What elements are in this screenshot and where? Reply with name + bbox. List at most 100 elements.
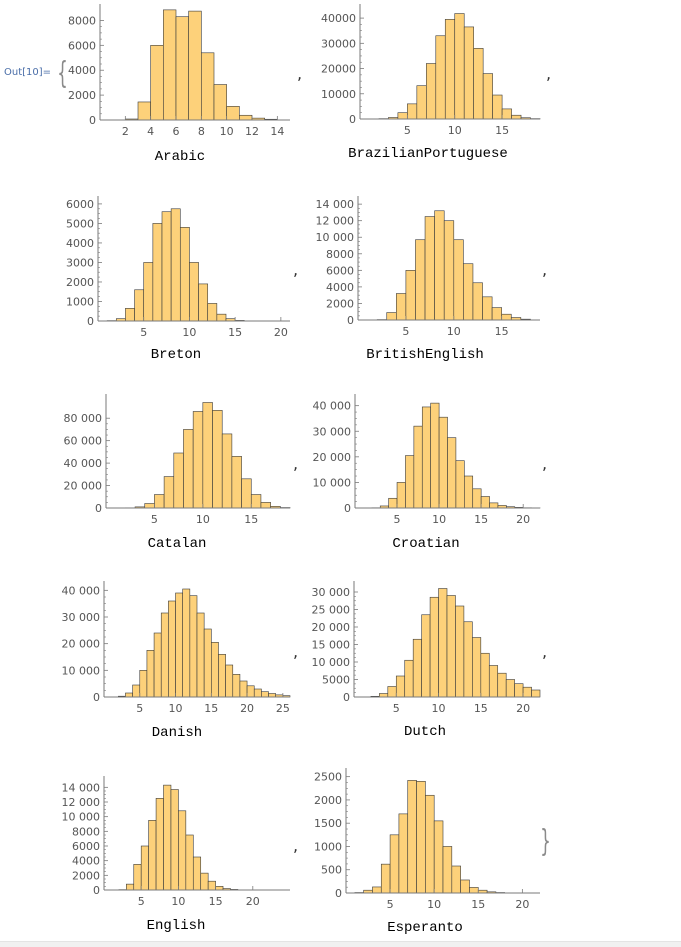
histogram-bar <box>254 689 261 697</box>
histogram-bar <box>164 477 174 508</box>
y-tick-label: 60 000 <box>64 435 103 448</box>
x-tick-label: 10 <box>196 513 210 526</box>
y-tick-label: 5000 <box>66 217 94 230</box>
y-tick-label: 0 <box>347 314 354 327</box>
y-tick-label: 12 000 <box>316 215 355 228</box>
histogram-bar <box>469 887 478 893</box>
histogram-bar <box>242 479 252 508</box>
x-tick-label: 10 <box>171 895 185 908</box>
x-tick-label: 10 <box>427 898 441 911</box>
histogram-bar <box>203 402 213 508</box>
histogram-bar <box>390 835 399 893</box>
histogram-bar <box>425 795 434 893</box>
histogram-bar <box>405 456 413 508</box>
histogram-bar <box>164 785 171 890</box>
y-tick-label: 14 000 <box>316 198 355 211</box>
x-tick-label: 5 <box>140 326 147 339</box>
x-tick-label: 20 <box>516 513 530 526</box>
histogram-bar <box>439 589 447 698</box>
x-tick-label: 14 <box>270 125 284 138</box>
histogram-bar <box>396 676 404 697</box>
y-tick-label: 8000 <box>68 14 96 27</box>
y-tick-label: 20 000 <box>64 480 103 493</box>
histogram-bar <box>396 294 406 320</box>
histogram-bar <box>473 489 481 508</box>
y-tick-label: 0 <box>349 113 356 126</box>
y-tick-label: 500 <box>321 864 342 877</box>
y-tick-label: 20 000 <box>312 621 351 634</box>
histogram-bar <box>388 687 396 698</box>
histogram-bar <box>154 495 164 508</box>
histogram-bar <box>430 597 438 697</box>
histogram-bar <box>216 886 223 890</box>
y-tick-label: 2000 <box>68 89 96 102</box>
histogram-bar <box>217 314 226 321</box>
y-tick-label: 10 000 <box>316 231 355 244</box>
notebook-bottom-strip <box>0 941 681 947</box>
x-tick-label: 15 <box>474 513 488 526</box>
y-tick-label: 40000 <box>321 12 356 25</box>
y-tick-label: 30 000 <box>313 425 352 438</box>
histogram-bar <box>168 601 175 697</box>
y-tick-label: 10 000 <box>313 476 352 489</box>
histogram-bar <box>211 642 218 697</box>
histogram-bar <box>444 221 454 320</box>
histogram-bar <box>426 64 435 120</box>
x-tick-label: 15 <box>228 326 242 339</box>
histogram-bar <box>247 686 254 697</box>
histogram-bar <box>398 113 407 119</box>
x-tick-label: 15 <box>495 325 509 338</box>
y-tick-label: 10 000 <box>62 664 101 677</box>
histogram-bar <box>239 115 252 120</box>
x-tick-label: 2 <box>122 125 129 138</box>
histogram-bar <box>483 74 492 119</box>
y-tick-label: 2000 <box>314 794 342 807</box>
y-tick-label: 10000 <box>321 88 356 101</box>
histogram-bar <box>135 290 144 321</box>
histogram-bar <box>389 498 397 508</box>
x-tick-label: 20 <box>515 898 529 911</box>
y-tick-label: 25 000 <box>312 604 351 617</box>
y-tick-label: 0 <box>87 315 94 328</box>
histogram-bar <box>436 36 445 119</box>
x-tick-label: 5 <box>136 702 143 715</box>
histogram-bar <box>261 502 271 508</box>
y-tick-label: 2000 <box>72 869 100 882</box>
y-tick-label: 2000 <box>66 276 94 289</box>
y-tick-label: 3000 <box>66 256 94 269</box>
x-tick-label: 12 <box>245 125 259 138</box>
histogram-bar <box>439 417 447 508</box>
histogram-bar <box>512 115 521 119</box>
histogram-bar <box>171 790 178 890</box>
y-tick-label: 80 000 <box>64 412 103 425</box>
x-tick-label: 15 <box>495 124 509 137</box>
histogram-bar <box>456 461 464 508</box>
histogram-bar <box>141 846 148 890</box>
x-tick-label: 10 <box>447 325 461 338</box>
y-tick-label: 5000 <box>322 674 350 687</box>
chart-title: Breton <box>151 347 201 363</box>
histogram-bar <box>422 407 430 508</box>
histogram-bar <box>445 19 454 119</box>
histogram-bar <box>415 240 425 320</box>
y-tick-label: 10 000 <box>62 811 101 824</box>
histogram-bar <box>464 476 472 508</box>
histogram-bar <box>214 85 227 120</box>
histogram-bar <box>490 503 498 508</box>
histogram-bar <box>126 884 133 890</box>
histogram-bar <box>532 690 540 697</box>
histogram-bar <box>502 314 512 320</box>
y-tick-label: 4000 <box>72 855 100 868</box>
histogram-bar <box>408 780 417 893</box>
histogram-bar <box>193 411 203 508</box>
y-tick-label: 40 000 <box>62 584 101 597</box>
histogram-bar <box>472 638 480 698</box>
histogram-bar <box>452 866 461 893</box>
chart-title: BrazilianPortuguese <box>348 146 508 162</box>
histogram-bar <box>464 27 473 119</box>
histogram-bar <box>140 670 147 697</box>
histogram-bar <box>447 596 455 698</box>
y-tick-label: 10 000 <box>312 656 351 669</box>
histogram-bar <box>134 864 141 890</box>
